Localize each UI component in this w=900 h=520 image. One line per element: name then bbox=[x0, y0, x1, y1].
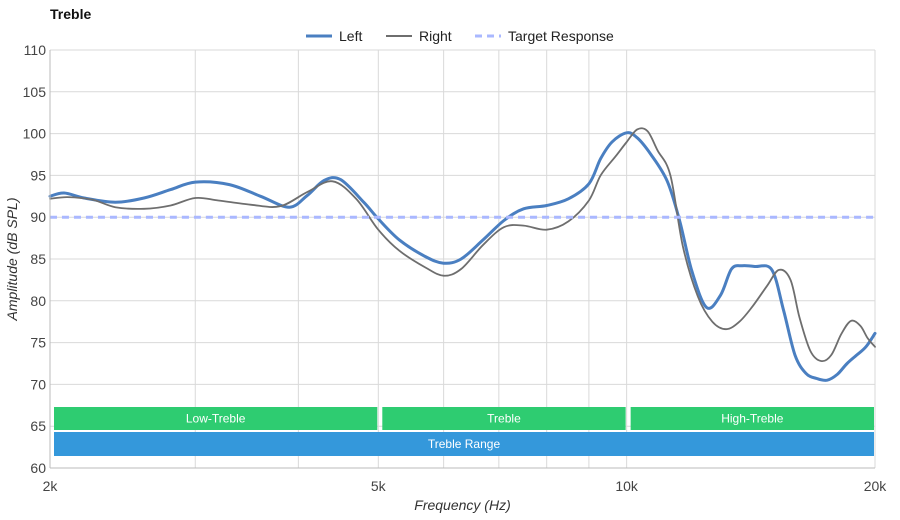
y-tick-label: 85 bbox=[30, 251, 46, 267]
y-tick-label: 105 bbox=[23, 84, 47, 100]
x-tick-label: 2k bbox=[43, 478, 59, 494]
range-band bbox=[54, 407, 378, 430]
x-axis-title: Frequency (Hz) bbox=[414, 497, 510, 513]
range-band bbox=[382, 407, 626, 430]
y-tick-label: 90 bbox=[30, 209, 46, 225]
axes: 60 65 70 75 80 85 90 95 100 105 110 2k 5k 10k 20k Frequ… bbox=[4, 42, 887, 513]
series-line-left bbox=[48, 131, 877, 382]
y-axis-title: Amplitude (dB SPL) bbox=[4, 198, 20, 322]
y-tick-label: 110 bbox=[24, 42, 47, 58]
y-tick-label: 80 bbox=[30, 293, 46, 309]
range-band-label: Low-Treble bbox=[186, 412, 246, 426]
range-band bbox=[54, 432, 874, 456]
range-band bbox=[630, 407, 874, 430]
x-tick-label: 20k bbox=[864, 478, 888, 494]
range-band-label: Treble bbox=[487, 412, 521, 426]
series-line-right bbox=[49, 127, 876, 363]
x-tick-label: 10k bbox=[615, 478, 639, 494]
y-tick-label: 65 bbox=[30, 418, 46, 434]
range-band-label: High-Treble bbox=[721, 412, 784, 426]
y-tick-label: 70 bbox=[30, 376, 46, 392]
x-tick-label: 5k bbox=[371, 478, 387, 494]
range-bands: Low-Treble Treble High-Treble Treble Range bbox=[54, 407, 874, 456]
y-tick-label: 100 bbox=[23, 126, 47, 142]
range-band-label: Treble Range bbox=[428, 437, 501, 451]
legend-label: Target Response bbox=[508, 28, 614, 44]
y-tick-label: 60 bbox=[30, 460, 46, 476]
legend-label: Right bbox=[419, 28, 452, 44]
legend: Left Right Target Response bbox=[306, 28, 614, 44]
series-lines bbox=[48, 127, 877, 382]
y-tick-label: 95 bbox=[30, 167, 46, 183]
legend-label: Left bbox=[339, 28, 362, 44]
y-tick-label: 75 bbox=[30, 335, 46, 351]
chart-title: Treble bbox=[50, 6, 92, 22]
